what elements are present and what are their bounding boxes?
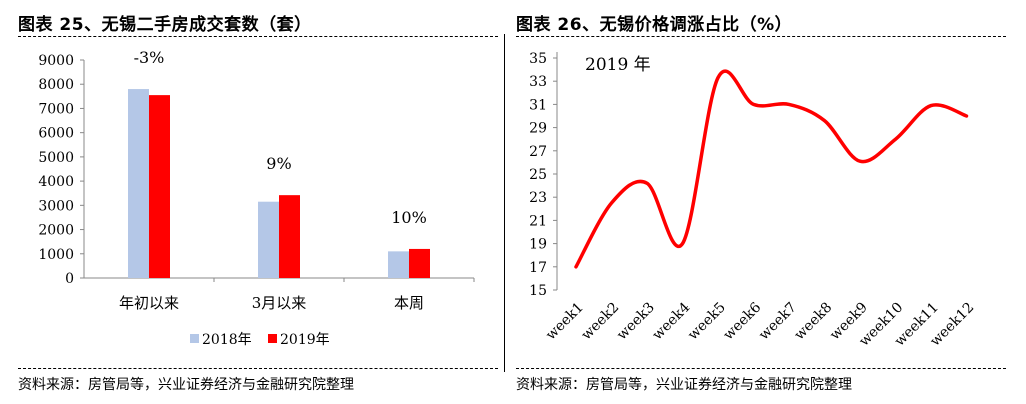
bar-2018: [128, 89, 149, 278]
bar-category-label: 3月以来: [252, 294, 307, 312]
bar-category-label: 本周: [394, 294, 424, 312]
line-x-tick-label: week3: [614, 300, 658, 344]
line-y-tick-label: 23: [529, 190, 547, 206]
bar-y-tick-label: 2000: [38, 223, 74, 239]
line-y-tick-label: 31: [529, 97, 547, 113]
line-x-tick-label: week7: [756, 300, 800, 344]
line-y-tick-label: 29: [529, 121, 547, 137]
bar-2019: [149, 95, 170, 278]
line-y-tick-label: 19: [529, 237, 547, 253]
line-series-path: [574, 69, 969, 269]
left-source-note: 资料来源：房管局等，兴业证券经济与金融研究院整理: [18, 377, 354, 393]
bar-change-annotation: 10%: [391, 208, 427, 227]
line-y-tick-label: 27: [529, 144, 547, 160]
line-x-tick-label: week5: [685, 300, 729, 344]
bar-y-tick-label: 5000: [38, 150, 74, 166]
bar-2019: [279, 195, 300, 278]
legend-label-2018: 2018年: [202, 332, 252, 348]
bar-y-tick-label: 8000: [38, 77, 74, 93]
left-title-rule: [18, 36, 498, 37]
line-x-tick-label: week2: [579, 300, 623, 344]
line-y-tick-label: 33: [529, 74, 547, 90]
bar-chart: 0 1000 2000 3000 4000 5000 6000 7000 8000 9000 年初…: [38, 48, 475, 348]
panel-divider: [504, 34, 505, 372]
left-source-rule: [18, 368, 498, 369]
bar-y-tick-label: 4000: [38, 174, 74, 190]
right-title-rule: [516, 36, 1006, 37]
line-y-tick-label: 15: [529, 283, 547, 299]
legend-label-2019: 2019年: [280, 332, 330, 348]
line-y-tick-label: 21: [529, 213, 547, 229]
line-x-tick-label: week1: [543, 300, 587, 344]
line-y-tick-label: 17: [529, 260, 547, 276]
line-x-tick-label: week4: [650, 299, 694, 343]
bar-2018: [258, 201, 279, 278]
legend-swatch-2019: [268, 334, 277, 343]
bar-2018: [388, 251, 409, 278]
bar-y-tick-label: 6000: [38, 126, 74, 142]
line-x-tick-label: week6: [721, 299, 765, 343]
line-year-annotation: 2019 年: [585, 55, 651, 75]
bar-category-label: 年初以来: [119, 294, 179, 312]
line-x-tick-label: week8: [792, 300, 836, 344]
line-y-tick-label: 25: [529, 167, 547, 183]
right-source-rule: [516, 368, 1006, 369]
right-source-note: 资料来源：房管局等，兴业证券经济与金融研究院整理: [516, 377, 852, 393]
bar-y-tick-label: 1000: [38, 247, 74, 263]
bar-change-annotation: 9%: [266, 154, 291, 173]
line-y-tick-label: 35: [529, 51, 547, 67]
bar-y-tick-label: 9000: [38, 53, 74, 69]
bar-y-tick-label: 3000: [38, 198, 74, 214]
bar-2019: [409, 248, 430, 278]
bar-y-tick-label: 0: [65, 271, 74, 287]
right-chart-title: 图表 26、无锡价格调涨占比（%）: [516, 15, 793, 35]
bar-y-tick-label: 7000: [38, 101, 74, 117]
legend-swatch-2018: [190, 334, 199, 343]
left-chart-title: 图表 25、无锡二手房成交套数（套）: [18, 15, 312, 35]
bar-change-annotation: -3%: [134, 48, 165, 67]
